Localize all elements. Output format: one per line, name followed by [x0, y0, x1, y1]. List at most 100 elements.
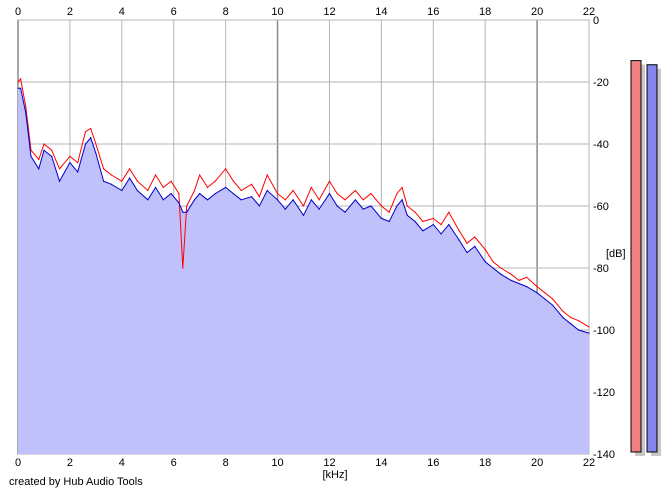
y-tick-label: -60	[593, 201, 609, 213]
y-tick-label: -140	[593, 449, 615, 461]
x-tick-label-top: 16	[427, 6, 439, 18]
data-point-right	[51, 155, 53, 157]
data-point-right	[336, 205, 338, 207]
data-point-left	[588, 326, 590, 328]
data-point-right	[310, 199, 312, 201]
data-point-left	[552, 298, 554, 300]
data-point-left	[500, 267, 502, 269]
data-point-right	[388, 220, 390, 223]
x-tick-label-bottom: 4	[119, 457, 125, 469]
data-point-right	[30, 155, 32, 157]
data-point-left	[578, 320, 580, 322]
data-point-left	[162, 186, 164, 188]
y-tick-label: -20	[593, 77, 609, 89]
x-tick-label-bottom: 0	[15, 457, 21, 469]
x-tick-labels-bottom: 0 2 4 6 8 10 12 14 16 18 20 22	[15, 457, 595, 469]
x-tick-labels-top: 0 2 4 6 8 10 12 14 16 18 20 22	[15, 6, 595, 18]
x-tick-label-top: 14	[375, 6, 387, 18]
y-tick-label: -80	[593, 263, 609, 275]
data-point-left	[362, 199, 364, 201]
data-point-left	[401, 186, 403, 188]
x-tick-label-bottom: 2	[67, 457, 73, 469]
x-tick-label-top: 6	[171, 6, 177, 18]
data-point-left	[38, 158, 40, 161]
x-tick-label-top: 2	[67, 6, 73, 18]
data-point-left	[51, 149, 53, 151]
data-point-right	[129, 177, 131, 179]
data-point-left	[77, 162, 79, 164]
x-tick-label-bottom: 6	[171, 457, 177, 469]
data-point-left	[474, 236, 476, 238]
data-point-right	[136, 189, 138, 192]
data-point-right	[562, 317, 564, 319]
credit-text: created by Hub Audio Tools	[9, 476, 143, 488]
x-tick-label-bottom: 10	[271, 457, 283, 469]
x-tick-label-bottom: 22	[583, 457, 595, 469]
data-point-right	[396, 205, 398, 207]
x-axis-label: [kHz]	[322, 469, 347, 481]
data-point-right	[578, 329, 580, 331]
data-point-right	[214, 193, 216, 195]
data-point-right	[110, 183, 113, 185]
data-point-left	[440, 224, 442, 226]
data-point-right	[95, 152, 97, 154]
data-point-right	[458, 239, 460, 241]
data-point-left	[214, 180, 216, 182]
data-point-right	[77, 171, 79, 173]
data-point-left	[30, 149, 32, 151]
data-point-left	[536, 286, 538, 288]
data-point-right	[69, 162, 71, 164]
data-point-left	[388, 211, 390, 213]
data-point-left	[199, 174, 201, 176]
data-point-left	[284, 199, 286, 201]
data-point-right	[318, 208, 320, 210]
data-point-right	[406, 214, 408, 216]
data-point-left	[458, 230, 460, 232]
data-point-right	[250, 196, 253, 198]
data-point-left	[570, 317, 572, 319]
data-point-right	[225, 186, 227, 188]
data-point-right	[380, 217, 382, 219]
data-point-right	[354, 199, 357, 201]
data-point-left	[484, 248, 486, 250]
data-point-right	[103, 180, 105, 182]
y-tick-label: 0	[593, 15, 599, 27]
x-tick-label-top: 20	[531, 6, 543, 18]
data-point-left	[562, 310, 564, 312]
data-point-left	[17, 81, 19, 83]
data-point-right	[121, 189, 123, 192]
data-point-right	[206, 199, 209, 201]
data-point-left	[25, 106, 27, 108]
data-point-right	[500, 273, 502, 275]
data-point-right	[240, 199, 242, 201]
data-point-left	[250, 183, 253, 185]
data-point-right	[544, 298, 546, 300]
data-point-right	[193, 199, 196, 201]
data-point-left	[90, 127, 92, 130]
data-point-right	[162, 199, 164, 201]
data-point-right	[474, 245, 476, 247]
data-point-right	[362, 208, 364, 210]
data-point-left	[58, 168, 61, 170]
data-point-right	[258, 205, 260, 207]
data-point-left	[310, 186, 312, 188]
data-point-left	[432, 217, 434, 219]
data-point-left	[129, 168, 131, 170]
data-point-left	[492, 261, 494, 263]
data-point-right	[570, 323, 572, 325]
data-point-left	[380, 205, 382, 207]
y-tick-labels: 0 -20 -40 -60 -80 -100 -120 -140	[593, 15, 615, 461]
data-point-right	[492, 267, 494, 269]
data-point-right	[84, 143, 87, 145]
data-point-left	[406, 205, 408, 207]
data-point-left	[266, 174, 268, 176]
x-tick-label-bottom: 14	[375, 457, 387, 469]
x-tick-label-top: 10	[271, 6, 283, 18]
data-point-left	[19, 78, 22, 80]
x-tick-label-top: 4	[119, 6, 125, 18]
data-point-right	[186, 211, 188, 213]
data-point-left	[258, 196, 260, 198]
y-axis-label: [dB]	[606, 248, 626, 260]
data-point-right	[90, 137, 92, 139]
